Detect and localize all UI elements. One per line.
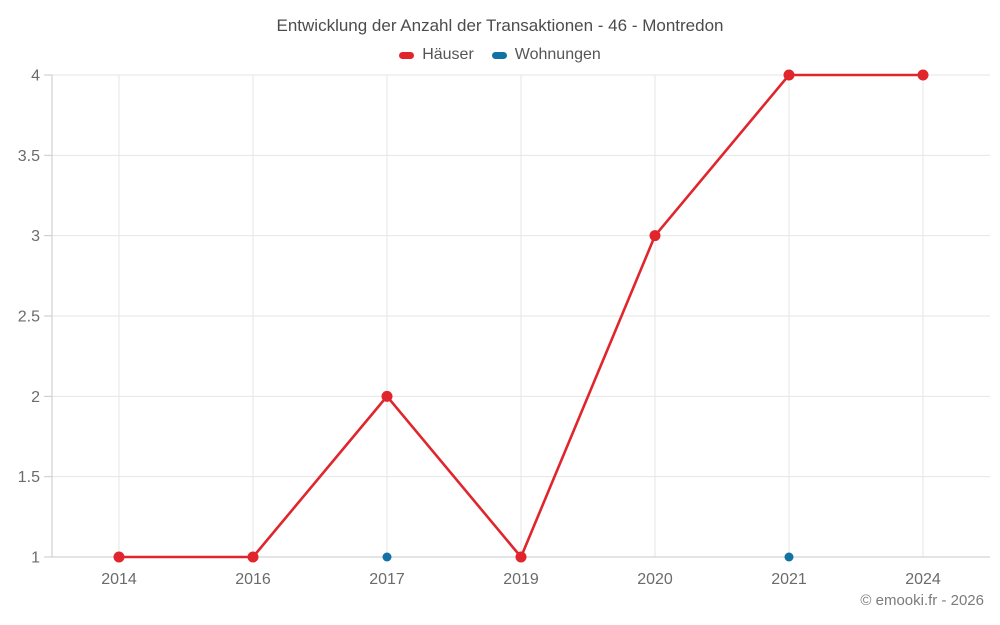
chart-title: Entwicklung der Anzahl der Transaktionen… (276, 16, 724, 35)
x-tick-label: 2014 (101, 571, 137, 588)
legend-label-haeuser: Häuser (422, 46, 474, 63)
data-point-0[interactable] (649, 230, 661, 242)
x-tick-label: 2024 (905, 571, 941, 588)
data-point-0[interactable] (917, 69, 929, 81)
copyright-footer: © emooki.fr - 2026 (860, 592, 984, 609)
data-point-0[interactable] (381, 390, 393, 402)
x-tick-label: 2017 (369, 571, 405, 588)
y-tick-label: 4 (31, 68, 40, 85)
y-tick-label: 1.5 (18, 469, 40, 486)
y-tick-label: 2.5 (18, 309, 40, 326)
legend-item-wohnungen[interactable]: Wohnungen (491, 46, 601, 64)
legend-swatch-haeuser (399, 51, 415, 59)
data-point-0[interactable] (113, 551, 125, 563)
data-point-0[interactable] (515, 551, 527, 563)
data-point-0[interactable] (783, 69, 795, 81)
data-point-1[interactable] (382, 552, 392, 562)
y-tick-label: 3 (31, 228, 40, 245)
legend: Häuser Wohnungen (0, 46, 1000, 64)
y-tick-label: 1 (31, 550, 40, 567)
x-tick-label: 2021 (771, 571, 807, 588)
data-point-0[interactable] (247, 551, 259, 563)
x-tick-label: 2020 (637, 571, 673, 588)
x-tick-label: 2019 (503, 571, 539, 588)
data-point-1[interactable] (784, 552, 794, 562)
legend-label-wohnungen: Wohnungen (514, 46, 601, 63)
y-tick-label: 2 (31, 389, 40, 406)
legend-item-haeuser[interactable]: Häuser (399, 46, 474, 64)
y-tick-label: 3.5 (18, 148, 40, 165)
legend-swatch-wohnungen (491, 51, 507, 59)
x-tick-label: 2016 (235, 571, 271, 588)
